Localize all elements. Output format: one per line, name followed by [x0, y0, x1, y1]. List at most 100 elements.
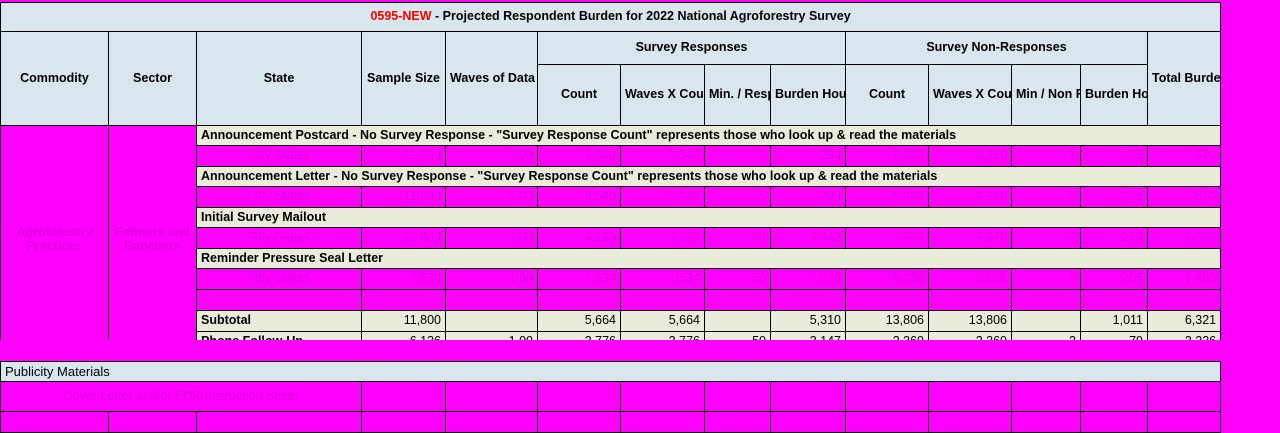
- spacer-cell: [704, 411, 771, 433]
- spacer-cell: [704, 289, 771, 311]
- col-header-non-responses-burden-hours: Burden Hours: [1080, 64, 1148, 126]
- cell-responses-burden: [770, 381, 846, 412]
- cell-total-burden: 570: [1146, 186, 1222, 208]
- spacer-row: [1, 289, 1222, 311]
- spacer-cell: [537, 411, 621, 433]
- cell-non-burden: 1,011: [1080, 310, 1148, 332]
- cell-non-min: [1011, 381, 1081, 412]
- table-row: Cover Letter and/or EDR Instruction Shee…: [0, 381, 1222, 412]
- col-header-responses-waves-x-count: Waves X Count: [620, 64, 705, 126]
- cell-non-waves-x-count: 6,136: [928, 268, 1012, 290]
- cell-total-burden: 1,483: [1146, 268, 1222, 290]
- spacer-cell: [928, 411, 1012, 433]
- publicity-materials-table: Publicity Materials Cover Letter and/or …: [0, 361, 1222, 433]
- spacer-cell: [445, 411, 538, 433]
- cell-responses-waves-x-count: [620, 381, 705, 412]
- cell-non-count: 8,260: [845, 145, 929, 167]
- cell-responses-min: [704, 310, 771, 332]
- publicity-heading-row: Publicity Materials: [0, 361, 1222, 382]
- publicity-heading: Publicity Materials: [0, 361, 1222, 382]
- cell-total-burden: 3,698: [1146, 227, 1222, 249]
- cell-responses-burden: 295: [770, 145, 846, 167]
- col-header-sector: Sector: [108, 31, 197, 126]
- col-header-non-responses-waves-x-count: Waves X Count: [928, 64, 1012, 126]
- cell-state: Fifty States: [196, 268, 362, 290]
- cell-sample-size: -: [361, 381, 446, 412]
- cell-total-burden: 6,321: [1146, 310, 1222, 332]
- cell-non-count: 13,806: [845, 310, 929, 332]
- magenta-gap-band: [0, 340, 1280, 361]
- table-row: Fifty States 11,800 1.00 4,130 4,130 50 …: [1, 227, 1222, 249]
- cell-waves: 1.00: [445, 145, 538, 167]
- cell-non-count: 6,136: [845, 268, 929, 290]
- spacer-cell: [620, 289, 705, 311]
- omb-control-number: 0595-NEW: [370, 9, 432, 24]
- cell-responses-min: [704, 381, 771, 412]
- spacer-cell: [361, 289, 446, 311]
- spacer-cell: [1146, 289, 1222, 311]
- title-row: 0595-NEW - Projected Respondent Burden f…: [0, 2, 1222, 32]
- cell-non-min: 2: [1011, 227, 1081, 249]
- cell-state: Fifty States: [196, 145, 362, 167]
- col-group-header-survey-responses: Survey Responses: [537, 31, 846, 65]
- spacer-cell: [845, 411, 929, 433]
- report-title-text: - Projected Respondent Burden for 2022 N…: [431, 9, 851, 24]
- cell-sample-size: 11,800: [361, 145, 446, 167]
- spacer-cell: [845, 289, 929, 311]
- cell-total-burden: 570: [1146, 145, 1222, 167]
- cell-total-burden: [1146, 381, 1222, 412]
- cell-responses-waves-x-count: 4,130: [620, 227, 705, 249]
- spacer-cell: [196, 411, 362, 433]
- spacer-row: [0, 411, 1222, 433]
- cell-waves: 1.00: [445, 227, 538, 249]
- spacer-cell: [108, 411, 197, 433]
- cell-responses-count: 3,540: [537, 145, 621, 167]
- cell-sample-size: 11,800: [361, 227, 446, 249]
- col-header-responses-burden-hours: Burden Hours: [770, 64, 846, 126]
- spacer-cell: [0, 411, 109, 433]
- burden-table: 0595-NEW - Projected Respondent Burden f…: [0, 2, 1222, 353]
- col-header-responses-count: Count: [537, 64, 621, 126]
- cell-responses-min: 5: [704, 145, 771, 167]
- cell-sample-size: 11,800: [361, 186, 446, 208]
- cell-state: Fifty States: [196, 227, 362, 249]
- cell-non-min: 2: [1011, 186, 1081, 208]
- section-heading-1: Announcement Letter - No Survey Response…: [195, 166, 1222, 187]
- cell-sample-size: 11,800: [361, 310, 446, 332]
- spacer-cell: [537, 289, 621, 311]
- cell-subtotal-label: Subtotal: [196, 310, 362, 332]
- header-subrow: Count Waves X Count Min. / Resp Burden H…: [1, 64, 1221, 126]
- spacer-cell: [1080, 411, 1148, 433]
- cell-non-burden: 205: [1080, 268, 1148, 290]
- cell-state: Fifty States: [196, 186, 362, 208]
- cell-publicity-label: Cover Letter and/or EDR Instruction Shee…: [0, 381, 362, 412]
- header-row-group: Commodity Sector State Sample Size Waves…: [0, 31, 1222, 126]
- cell-responses-min: 5: [704, 186, 771, 208]
- cell-responses-burden: 1,278: [770, 268, 846, 290]
- cell-responses-waves-x-count: 3,540: [620, 145, 705, 167]
- cell-responses-count: 3,540: [537, 186, 621, 208]
- cell-non-burden: 256: [1080, 227, 1148, 249]
- section-heading-2: Initial Survey Mailout: [195, 207, 1222, 228]
- cell-responses-count: 4,130: [537, 227, 621, 249]
- cell-responses-burden: 3,442: [770, 227, 846, 249]
- cell-non-min: 2: [1011, 145, 1081, 167]
- section-heading-row: Initial Survey Mailout: [1, 207, 1222, 228]
- col-header-waves-of-data-collection: Waves of Data Collection: [445, 31, 538, 126]
- cell-non-burden: 275: [1080, 186, 1148, 208]
- section-heading-row: Agroforestry Practices Farmers and Ranch…: [0, 125, 1222, 353]
- cell-sector: Farmers and Ranchers: [108, 125, 197, 353]
- section-heading-3: Reminder Pressure Seal Letter: [195, 248, 1222, 269]
- cell-non-count: 7,670: [845, 227, 929, 249]
- cell-non-waves-x-count: 7,670: [928, 227, 1012, 249]
- col-header-sample-size: Sample Size: [361, 31, 446, 126]
- cell-non-waves-x-count: 13,806: [928, 310, 1012, 332]
- cell-responses-count: [537, 381, 621, 412]
- cell-waves: 1.00: [445, 268, 538, 290]
- spacer-cell: [620, 411, 705, 433]
- cell-non-waves-x-count: 8,260: [928, 186, 1012, 208]
- cell-non-count: 8,260: [845, 186, 929, 208]
- cell-non-min: [1011, 310, 1081, 332]
- col-header-commodity: Commodity: [0, 31, 109, 126]
